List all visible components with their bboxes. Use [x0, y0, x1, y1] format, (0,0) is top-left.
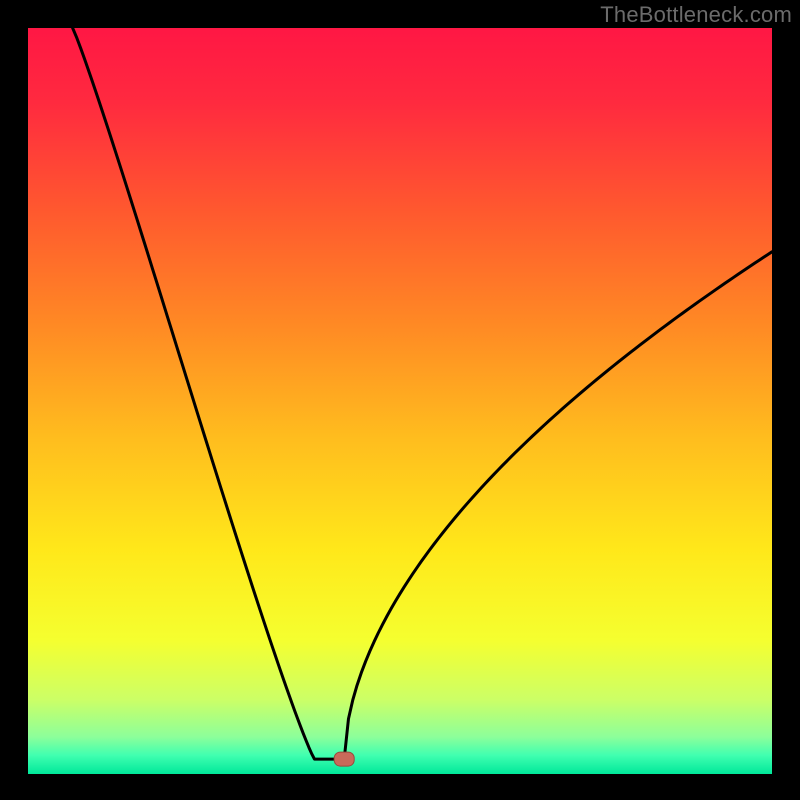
watermark-text: TheBottleneck.com: [600, 2, 792, 28]
chart-container: TheBottleneck.com: [0, 0, 800, 800]
bottleneck-chart: [0, 0, 800, 800]
plot-area: [28, 28, 772, 774]
optimal-point-marker: [334, 752, 354, 766]
